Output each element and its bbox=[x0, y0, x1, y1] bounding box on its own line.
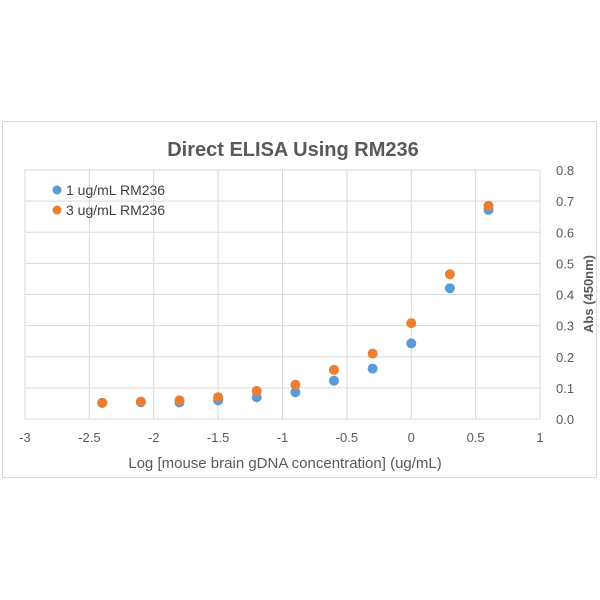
y-tick-label: 0.3 bbox=[556, 319, 574, 334]
x-tick-label: 0.5 bbox=[467, 430, 485, 445]
gridlines bbox=[24, 169, 541, 420]
y-axis-label: Abs (450nm) bbox=[581, 255, 596, 333]
data-point bbox=[251, 385, 262, 396]
x-axis-ticks: -3 -2.5 -2 -1.5 -1 -0.5 0 0.5 1 bbox=[19, 430, 543, 445]
x-tick-label: -2 bbox=[148, 430, 160, 445]
legend-marker-icon bbox=[52, 185, 62, 195]
data-point bbox=[329, 375, 339, 386]
y-tick-label: 0.5 bbox=[556, 256, 574, 271]
data-point bbox=[135, 396, 146, 407]
x-tick-label: 0 bbox=[408, 430, 415, 445]
y-tick-label: 0.0 bbox=[556, 412, 574, 427]
x-tick-label: -3 bbox=[19, 430, 31, 445]
data-point bbox=[483, 200, 494, 211]
data-point bbox=[174, 395, 185, 406]
data-point bbox=[406, 318, 417, 329]
y-tick-label: 0.8 bbox=[556, 163, 574, 178]
legend: 1 ug/mL RM236 3 ug/mL RM236 bbox=[52, 182, 165, 218]
legend-label: 1 ug/mL RM236 bbox=[66, 182, 165, 198]
series-1-ug-ml-rm236 bbox=[97, 204, 494, 408]
data-point bbox=[290, 387, 301, 398]
chart-title: Direct ELISA Using RM236 bbox=[167, 139, 419, 161]
x-tick-label: -2.5 bbox=[78, 430, 100, 445]
data-point bbox=[406, 338, 417, 349]
x-tick-label: -1 bbox=[277, 430, 289, 445]
data-point bbox=[367, 363, 378, 374]
data-points bbox=[97, 200, 494, 408]
x-axis-label: Log [mouse brain gDNA concentration] (ug… bbox=[128, 455, 442, 472]
data-point bbox=[367, 348, 378, 359]
y-tick-label: 0.6 bbox=[556, 225, 574, 240]
y-tick-label: 0.7 bbox=[556, 194, 574, 209]
y-tick-label: 0.1 bbox=[556, 381, 574, 396]
y-axis-ticks: 0.0 0.1 0.2 0.3 0.4 0.5 0.6 0.7 0.8 bbox=[556, 163, 574, 427]
series-3-ug-ml-rm236 bbox=[97, 200, 494, 408]
data-point bbox=[290, 379, 301, 390]
x-tick-label: -1.5 bbox=[207, 430, 229, 445]
data-point bbox=[444, 283, 455, 294]
data-point bbox=[213, 392, 224, 403]
y-tick-label: 0.2 bbox=[556, 350, 574, 365]
x-tick-label: -0.5 bbox=[336, 430, 358, 445]
x-tick-label: 1 bbox=[536, 430, 543, 445]
y-tick-label: 0.4 bbox=[556, 288, 574, 303]
data-point bbox=[329, 364, 339, 375]
legend-marker-icon bbox=[52, 205, 62, 215]
legend-label: 3 ug/mL RM236 bbox=[66, 202, 165, 218]
data-point bbox=[444, 269, 455, 280]
data-point bbox=[97, 397, 108, 408]
